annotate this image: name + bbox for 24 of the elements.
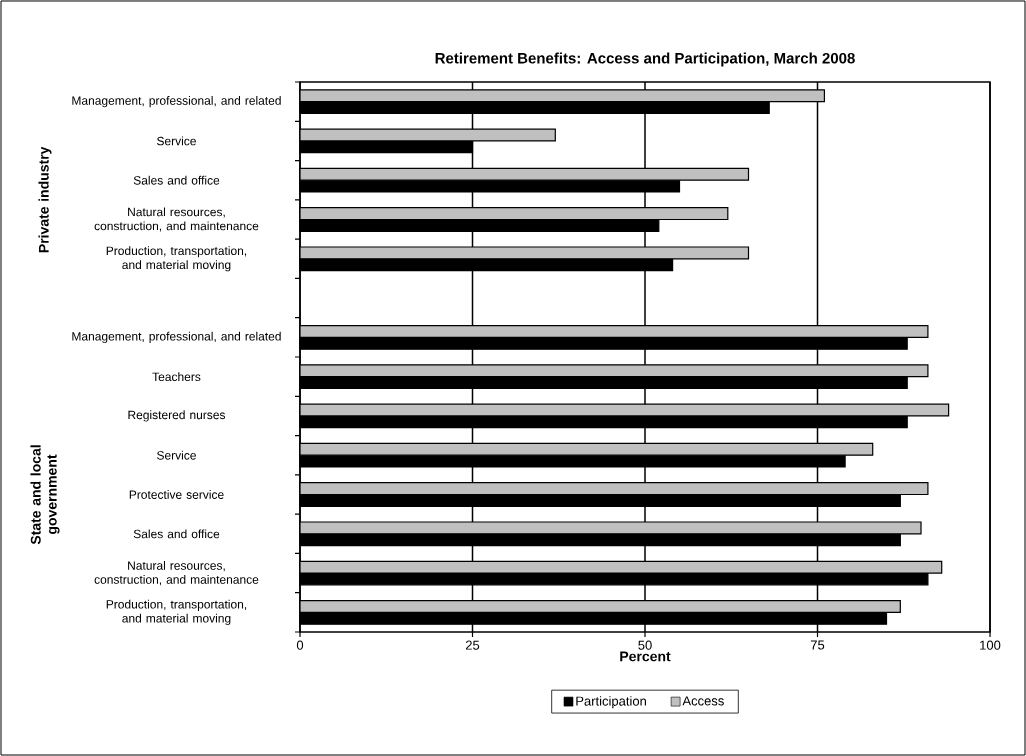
y-tick-label: Management, professional, and related [72,331,281,343]
y-tick-label: Natural resources, construction, and maintenance [94,560,259,586]
chart-title: Retirement Benefits: Access and Participation, March 2008 [435,52,855,67]
x-tick-label: 100 [980,640,1001,650]
text: Private industry [38,146,52,253]
legend-label: Participation [576,696,646,709]
y-tick-label: Production, transportation, and material moving [106,246,247,272]
y-tick-label: Natural resources, construction, and maintenance [94,207,259,232]
y-tick-label: Service [157,136,196,146]
y-tick-label: Sales and office [133,175,220,185]
x-tick-label: 75 [810,640,825,650]
y-tick-label: Registered nurses [128,410,226,422]
y-tick-label: Teachers [152,372,201,382]
y-tick-label: Management, professional, and related [72,96,281,108]
x-axis-title: Percent [620,651,671,662]
x-tick-label: 0 [296,640,304,650]
x-tick-label: 25 [465,640,480,650]
y-tick-label: Protective service [129,490,224,499]
text: State and local government [30,445,60,545]
legend-label: Access [682,696,724,706]
y-tick-label: Production, transportation, and material moving [106,599,247,625]
x-tick-label: 50 [638,640,652,650]
y-tick-label: Sales and office [133,529,220,539]
y-tick-label: Service [157,450,196,460]
